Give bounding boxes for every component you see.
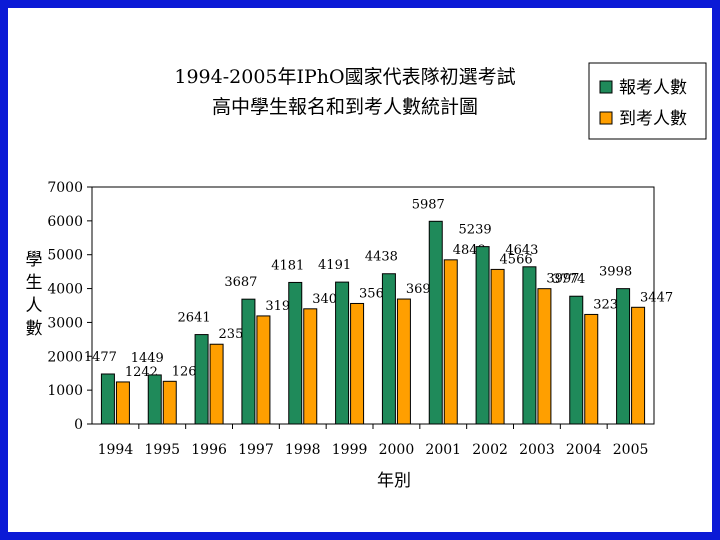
bar-registered	[522, 266, 537, 425]
bar-registered	[428, 220, 443, 425]
data-label-registered: 4181	[271, 258, 304, 273]
bar-registered	[241, 298, 256, 425]
x-tick-label: 2000	[379, 442, 415, 458]
bar-registered	[194, 334, 209, 425]
bar-registered	[569, 295, 584, 425]
data-label-registered: 3687	[224, 275, 257, 290]
bar-attended	[443, 259, 458, 425]
x-tick-label: 2003	[519, 442, 555, 458]
data-label-registered: 1449	[131, 351, 164, 366]
y-axis-label: 學生人數	[26, 250, 43, 339]
x-tick-label: 1994	[98, 442, 134, 458]
x-tick-label: 2001	[425, 442, 461, 458]
x-tick-label: 1996	[191, 442, 227, 458]
slide: 1994-2005年IPhO國家代表隊初選考試 高中學生報名和到考人數統計圖 報…	[8, 8, 712, 532]
y-tick-label: 3000	[47, 315, 83, 331]
bar-attended	[209, 343, 224, 425]
data-label-attended: 3447	[640, 290, 673, 305]
data-label-registered: 2641	[178, 311, 211, 326]
data-label-registered: 1477	[84, 350, 117, 365]
data-label-registered: 3998	[599, 265, 632, 280]
bar-registered	[147, 374, 162, 425]
data-label-registered: 5987	[412, 197, 445, 212]
x-tick-label: 1998	[285, 442, 321, 458]
legend-swatch-registered	[599, 80, 613, 94]
chart-title-line2: 高中學生報名和到考人數統計圖	[212, 96, 478, 118]
bar-registered	[616, 288, 631, 425]
bar-attended	[256, 315, 271, 425]
plot-area: 0100020003000400050006000700019941477124…	[47, 180, 673, 458]
data-label-registered: 4438	[365, 250, 398, 265]
data-label-registered: 4191	[318, 258, 351, 273]
legend-swatch-attended	[599, 111, 613, 125]
y-tick-label: 2000	[47, 349, 83, 365]
bar-registered	[335, 281, 350, 425]
y-tick-label: 6000	[47, 214, 83, 230]
bar-registered	[475, 246, 490, 425]
legend: 報考人數 到考人數	[588, 62, 707, 140]
bar-attended	[584, 313, 599, 425]
y-tick-label: 4000	[47, 282, 83, 298]
x-tick-label: 1997	[238, 442, 274, 458]
data-label-registered: 3774	[552, 272, 585, 287]
y-tick-label: 7000	[47, 180, 83, 196]
data-label-attended: 4566	[500, 252, 533, 267]
data-label-registered: 5239	[459, 223, 492, 238]
bar-registered	[288, 281, 303, 425]
bar-attended	[537, 288, 552, 425]
data-label-attended: 3997	[546, 272, 579, 287]
x-tick-label: 2004	[566, 442, 602, 458]
x-axis-label: 年別	[377, 471, 411, 491]
bar-chart: 1994-2005年IPhO國家代表隊初選考試 高中學生報名和到考人數統計圖 報…	[26, 62, 707, 491]
chart-title-line1: 1994-2005年IPhO國家代表隊初選考試	[174, 66, 515, 88]
bar-registered	[381, 273, 396, 425]
legend-label-registered: 報考人數	[619, 78, 687, 98]
y-tick-label: 1000	[47, 383, 83, 399]
bar-attended	[303, 308, 318, 425]
y-tick-label: 5000	[47, 248, 83, 264]
bar-attended	[162, 380, 177, 425]
x-tick-label: 1999	[332, 442, 368, 458]
bar-registered	[100, 373, 115, 425]
legend-frame	[588, 62, 707, 140]
bar-attended	[396, 298, 411, 425]
x-tick-label: 2002	[472, 442, 508, 458]
bar-attended	[631, 306, 646, 425]
bar-attended	[490, 268, 505, 425]
data-label-registered: 4643	[505, 243, 538, 258]
x-tick-label: 2005	[613, 442, 649, 458]
y-tick-label: 0	[74, 417, 83, 433]
bar-attended	[350, 302, 365, 425]
x-tick-label: 1995	[144, 442, 180, 458]
bar-attended	[115, 381, 130, 425]
legend-label-attended: 到考人數	[619, 109, 687, 129]
